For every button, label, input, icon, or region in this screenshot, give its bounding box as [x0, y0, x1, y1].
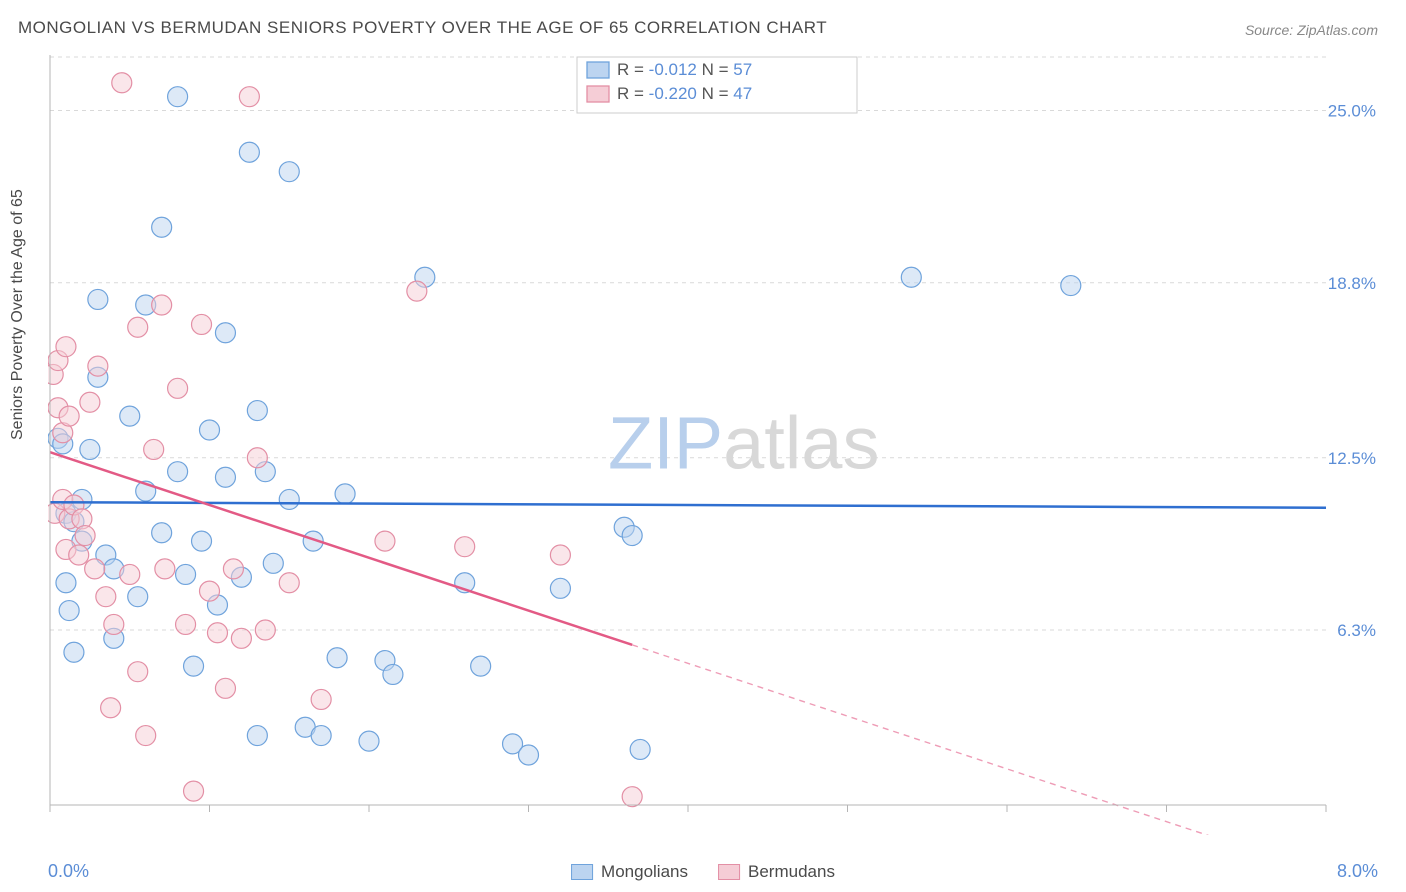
svg-text:18.8%: 18.8% [1328, 274, 1376, 293]
svg-text:ZIPatlas: ZIPatlas [608, 401, 879, 484]
source-attribution: Source: ZipAtlas.com [1245, 22, 1378, 38]
svg-text:6.3%: 6.3% [1337, 621, 1376, 640]
svg-text:R = -0.220 N = 47: R = -0.220 N = 47 [617, 84, 752, 103]
svg-text:12.5%: 12.5% [1328, 449, 1376, 468]
legend-item-bermudans: Bermudans [718, 862, 835, 882]
svg-text:25.0%: 25.0% [1328, 102, 1376, 121]
chart-title: MONGOLIAN VS BERMUDAN SENIORS POVERTY OV… [18, 18, 827, 38]
x-axis-max-label: 8.0% [1337, 861, 1378, 882]
legend-swatch-icon [571, 864, 593, 880]
legend-label: Bermudans [748, 862, 835, 882]
x-axis-min-label: 0.0% [48, 861, 89, 882]
legend-label: Mongolians [601, 862, 688, 882]
legend-item-mongolians: Mongolians [571, 862, 688, 882]
svg-text:R = -0.012 N = 57: R = -0.012 N = 57 [617, 60, 752, 79]
y-axis-label: Seniors Poverty Over the Age of 65 [9, 189, 27, 440]
scatter-plot: ZIPatlas 6.3% 12.5% 18.8% 25.0% R = -0.012 N … [48, 55, 1386, 835]
legend-swatch-icon [718, 864, 740, 880]
series-legend: Mongolians Bermudans [571, 862, 835, 882]
